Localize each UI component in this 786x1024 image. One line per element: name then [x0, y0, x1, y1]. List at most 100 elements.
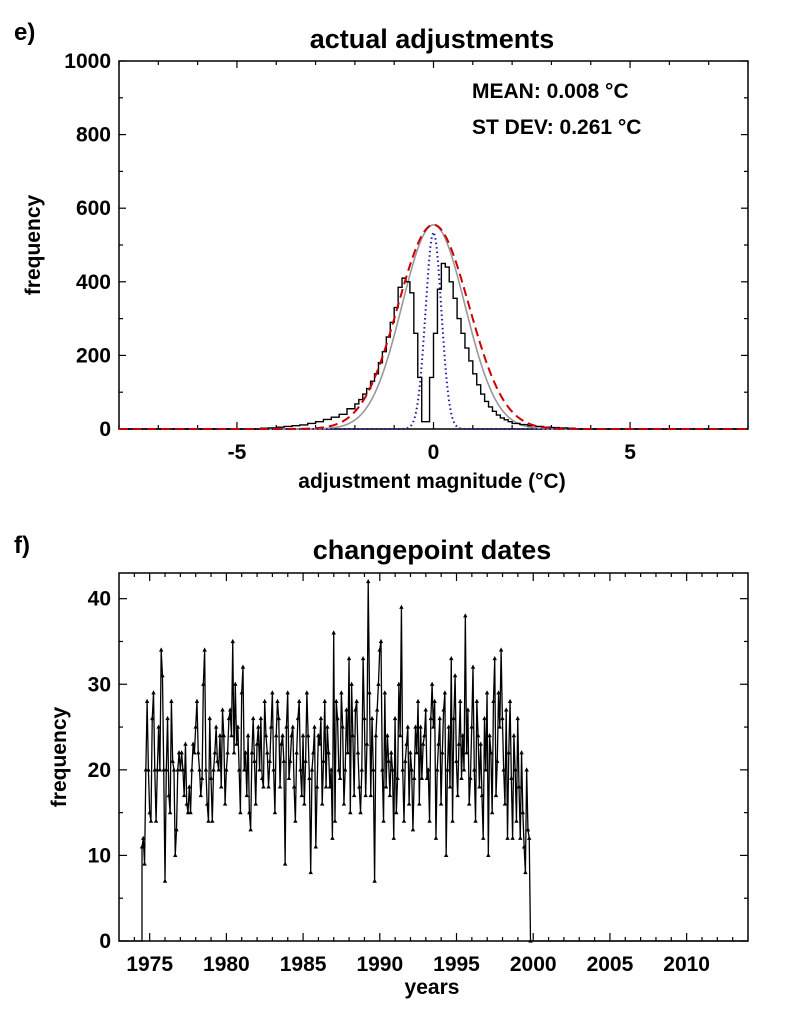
data-point — [468, 775, 473, 780]
data-point — [167, 810, 173, 815]
data-point — [418, 724, 423, 729]
data-point — [394, 810, 399, 815]
data-point — [491, 698, 496, 703]
data-point — [350, 733, 356, 738]
y-tick-label: 0 — [99, 418, 111, 441]
data-point — [274, 733, 279, 738]
data-point — [216, 767, 221, 772]
data-point — [477, 784, 482, 789]
data-point — [193, 724, 198, 729]
data-point — [376, 681, 381, 686]
data-point — [483, 767, 488, 772]
data-point — [489, 810, 495, 815]
data-point — [431, 724, 436, 729]
data-point — [414, 750, 419, 755]
data-point — [518, 835, 523, 840]
data-point — [238, 810, 243, 815]
data-point — [289, 733, 294, 738]
data-point — [248, 827, 253, 832]
data-point — [438, 801, 444, 806]
data-point — [323, 784, 329, 789]
panel-label-e: e) — [14, 19, 35, 46]
data-point — [383, 784, 389, 789]
data-point — [447, 784, 453, 789]
data-point — [417, 801, 422, 806]
data-point — [359, 767, 365, 772]
data-point — [252, 758, 257, 763]
data-point — [265, 750, 270, 755]
y-tick-label: 400 — [76, 271, 111, 294]
data-point — [501, 767, 506, 772]
chart-title-f: changepoint dates — [313, 535, 552, 565]
histogram-bar — [375, 374, 379, 429]
x-axis-f: 1975 1980 1985 1990 1995 2000 2005 2010 — [126, 573, 734, 976]
data-point — [354, 698, 359, 703]
data-point — [446, 724, 451, 729]
data-point — [144, 698, 150, 703]
data-point — [479, 792, 485, 798]
data-point — [198, 792, 203, 798]
data-point — [433, 835, 439, 840]
histogram-bar — [406, 282, 410, 429]
data-point — [258, 715, 264, 721]
data-point — [423, 707, 428, 712]
y-tick-label: 1000 — [64, 50, 111, 73]
data-point — [225, 750, 230, 755]
data-point — [475, 733, 481, 738]
data-point — [294, 750, 299, 755]
data-point — [262, 698, 267, 703]
histogram-bar — [422, 422, 426, 429]
data-point — [426, 767, 431, 772]
x-axis-e: -5 0 5 — [118, 61, 749, 464]
data-point — [302, 801, 307, 806]
data-point — [183, 741, 188, 746]
data-point — [493, 792, 499, 798]
data-point — [220, 707, 225, 712]
data-point — [187, 784, 192, 789]
data-point — [321, 758, 326, 763]
data-point — [313, 844, 319, 849]
data-point — [470, 664, 476, 669]
data-point — [435, 767, 440, 772]
data-point — [502, 801, 508, 806]
data-point — [202, 647, 207, 652]
data-point — [405, 724, 411, 729]
data-point — [314, 784, 320, 789]
data-point — [378, 638, 384, 644]
data-point — [239, 690, 244, 695]
data-point — [188, 810, 193, 815]
data-point — [514, 818, 519, 823]
data-point — [297, 698, 302, 703]
x-tick-label: 5 — [624, 441, 636, 464]
data-point — [437, 715, 442, 721]
data-point — [271, 767, 276, 772]
y-tick-label: 600 — [76, 197, 111, 220]
data-point — [348, 810, 353, 815]
data-point — [512, 767, 518, 772]
data-point — [390, 767, 395, 772]
data-point — [215, 758, 220, 763]
data-point — [156, 724, 161, 729]
stats-stdev: ST DEV: 0.261 °C — [472, 116, 641, 139]
data-point — [295, 715, 301, 721]
data-point — [148, 818, 154, 823]
data-point — [196, 750, 201, 755]
data-point — [309, 767, 315, 772]
data-point — [392, 715, 398, 721]
data-point — [276, 715, 281, 721]
data-point — [180, 767, 186, 772]
data-point — [160, 673, 165, 678]
data-point — [432, 698, 437, 703]
data-point — [325, 724, 330, 729]
data-point — [250, 715, 256, 721]
data-point — [346, 655, 352, 661]
plot-frame-f — [118, 572, 749, 942]
data-point — [396, 681, 402, 686]
data-point — [387, 792, 393, 798]
data-point — [328, 767, 334, 772]
histogram-bar — [449, 282, 453, 429]
data-point — [506, 750, 511, 755]
data-point — [381, 818, 386, 823]
y-tick-label: 20 — [88, 759, 111, 782]
data-point — [516, 784, 522, 789]
